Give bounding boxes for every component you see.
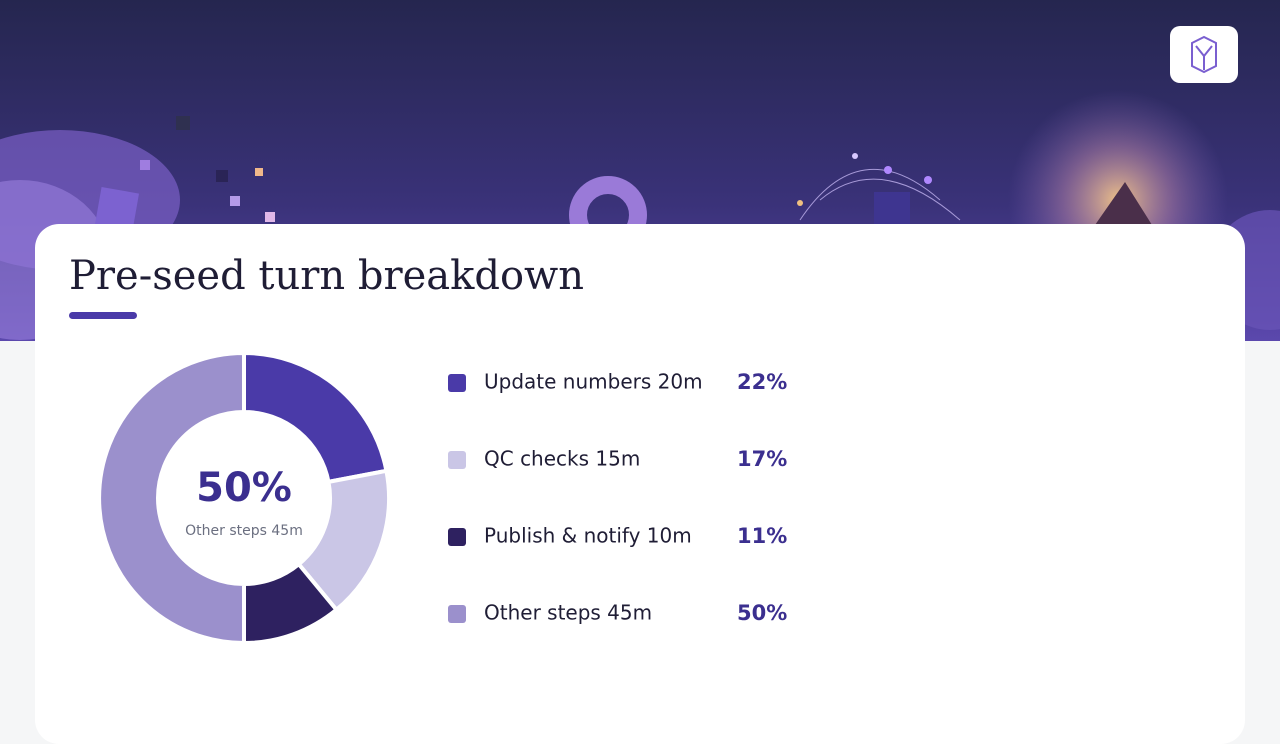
legend-value: 11% <box>737 524 787 548</box>
legend-swatch <box>448 451 466 469</box>
donut <box>97 350 391 646</box>
center-label: Other steps 45m <box>185 523 303 539</box>
chart-title: Pre-seed turn breakdown <box>69 253 584 299</box>
legend-label: Update numbers 20m <box>484 370 703 394</box>
page: {"chart_data": {"type": "pie", "title": … <box>0 0 1280 646</box>
content-card <box>35 224 1245 744</box>
legend-value: 50% <box>737 601 787 625</box>
legend-label: Publish & notify 10m <box>484 524 692 548</box>
legend-swatch <box>448 374 466 392</box>
legend-value: 22% <box>737 370 787 394</box>
legend-swatch <box>448 528 466 546</box>
center-value: 50% <box>196 465 292 511</box>
donut-slice <box>97 350 246 646</box>
legend-label: QC checks 15m <box>484 447 640 471</box>
chart: Pre-seed turn breakdown 50% Other steps … <box>69 253 788 646</box>
legend-label: Other steps 45m <box>484 601 652 625</box>
legend-value: 17% <box>737 447 787 471</box>
logo <box>1170 26 1238 83</box>
title-underline <box>69 312 137 319</box>
donut-slice <box>242 350 389 485</box>
legend-swatch <box>448 605 466 623</box>
legend: Update numbers 20m 22% QC checks 15m 17% Pub… <box>448 370 787 625</box>
logo-icon <box>1191 35 1217 74</box>
